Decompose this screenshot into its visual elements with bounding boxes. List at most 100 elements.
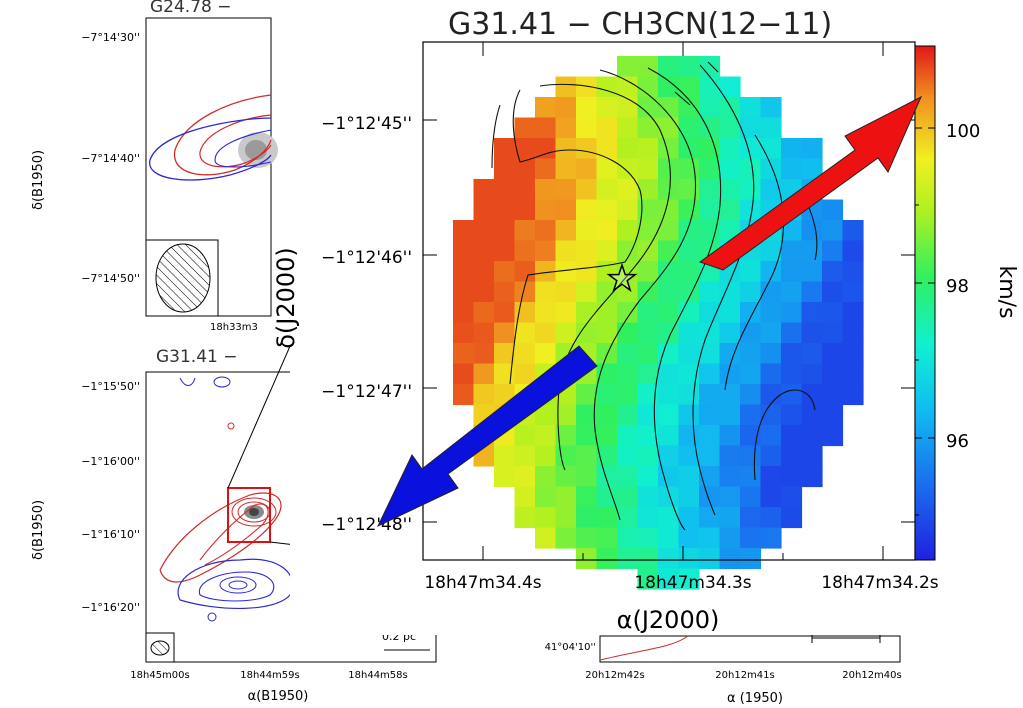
heatmap-pixel [637,466,659,488]
heatmap-pixel [740,343,762,365]
heatmap-pixel [637,302,659,324]
heatmap-pixel [453,343,475,365]
heatmap-pixel [637,568,659,590]
heatmap-pixel [658,548,680,570]
heatmap-pixel [658,117,680,139]
heatmap-pixel [637,117,659,139]
heatmap-pixel [719,363,741,385]
heatmap-pixel [760,240,782,262]
heatmap-pixel [494,445,516,467]
heatmap-pixel [576,466,598,488]
colorbar-ticks [915,127,935,516]
heatmap-pixel [719,507,741,529]
heatmap-pixel [822,199,844,221]
heatmap-pixel [555,138,577,160]
heatmap-pixel [842,322,864,344]
heatmap-pixel [719,404,741,426]
heatmap-pixel [658,179,680,201]
heatmap-pixel [740,384,762,406]
heatmap-pixel [658,486,680,508]
heatmap-pixel [494,179,516,201]
heatmap-pixel [494,261,516,283]
heatmap-pixel [576,158,598,180]
heatmap-pixel [658,343,680,365]
heatmap-pixel [596,97,618,119]
heatmap-pixel [514,507,536,529]
heatmap-pixel [658,404,680,426]
heatmap-pixel [535,486,557,508]
heatmap-pixel [801,445,823,467]
heatmap-pixel [617,527,639,549]
heatmap-pixel [699,445,721,467]
heatmap-pixel [658,568,680,590]
top-left-contours [149,94,278,181]
heatmap-pixel [658,384,680,406]
heatmap-pixel [699,76,721,98]
heatmap-pixel [740,261,762,283]
heatmap-pixel [576,548,598,570]
heatmap-pixel [658,220,680,242]
heatmap-pixel [822,404,844,426]
heatmap-pixel [514,261,536,283]
heatmap-pixel [555,261,577,283]
heatmap-pixel [740,138,762,160]
heatmap-pixel [637,199,659,221]
heatmap-pixel [494,199,516,221]
heatmap-pixel [658,302,680,324]
heatmap-pixel [822,363,844,385]
bottom-left-ytick: −1°16'00'' [81,455,140,468]
heatmap-pixel [576,76,598,98]
heatmap-pixel [637,261,659,283]
heatmap-pixel [740,548,762,570]
heatmap-pixel [719,117,741,139]
heatmap-pixel [678,220,700,242]
heatmap-pixel [535,404,557,426]
heatmap-pixel [719,486,741,508]
heatmap-pixel [617,322,639,344]
heatmap-pixel [473,281,495,303]
heatmap-pixel [555,527,577,549]
heatmap-pixel [555,199,577,221]
heatmap-pixel [678,179,700,201]
heatmap-pixel [494,158,516,180]
heatmap-pixel [637,507,659,529]
heatmap-pixel [453,220,475,242]
bottom-left-xtick: 18h44m59s [240,670,299,681]
star-marker [606,262,638,293]
bottom-left-panel: G31.41 − −1°15'50'' −1°16'00'' −1°16'10'… [31,347,437,704]
heatmap-pixel [535,343,557,365]
heatmap-pixel [781,425,803,447]
heatmap-pixel [740,486,762,508]
heatmap-pixel [555,302,577,324]
heatmap-pixel [535,179,557,201]
heatmap-pixel [658,466,680,488]
heatmap-pixel [494,240,516,262]
colorbar [914,45,936,561]
heatmap-pixel [760,322,782,344]
heatmap-pixel [473,240,495,262]
heatmap-pixel [699,179,721,201]
heatmap-pixel [678,466,700,488]
heatmap-pixel [658,240,680,262]
heatmap-pixel [760,445,782,467]
heatmap-pixel [576,507,598,529]
heatmap-pixel [473,179,495,201]
heatmap-pixel [555,281,577,303]
heatmap-pixel [740,97,762,119]
heatmap-pixel [453,384,475,406]
heatmap-pixel [658,97,680,119]
heatmap-pixel [617,281,639,303]
heatmap-pixel [535,466,557,488]
heatmap-pixel [699,56,721,78]
bottom-left-xlabel: α(B1950) [248,689,309,704]
heatmap-pixel [719,220,741,242]
heatmap-pixel [637,138,659,160]
heatmap-pixel [781,363,803,385]
heatmap-pixel [637,56,659,78]
heatmap-pixel [617,302,639,324]
heatmap-pixel [617,56,639,78]
heatmap-pixel [596,76,618,98]
heatmap-pixel [555,466,577,488]
heatmap-pixel [514,486,536,508]
